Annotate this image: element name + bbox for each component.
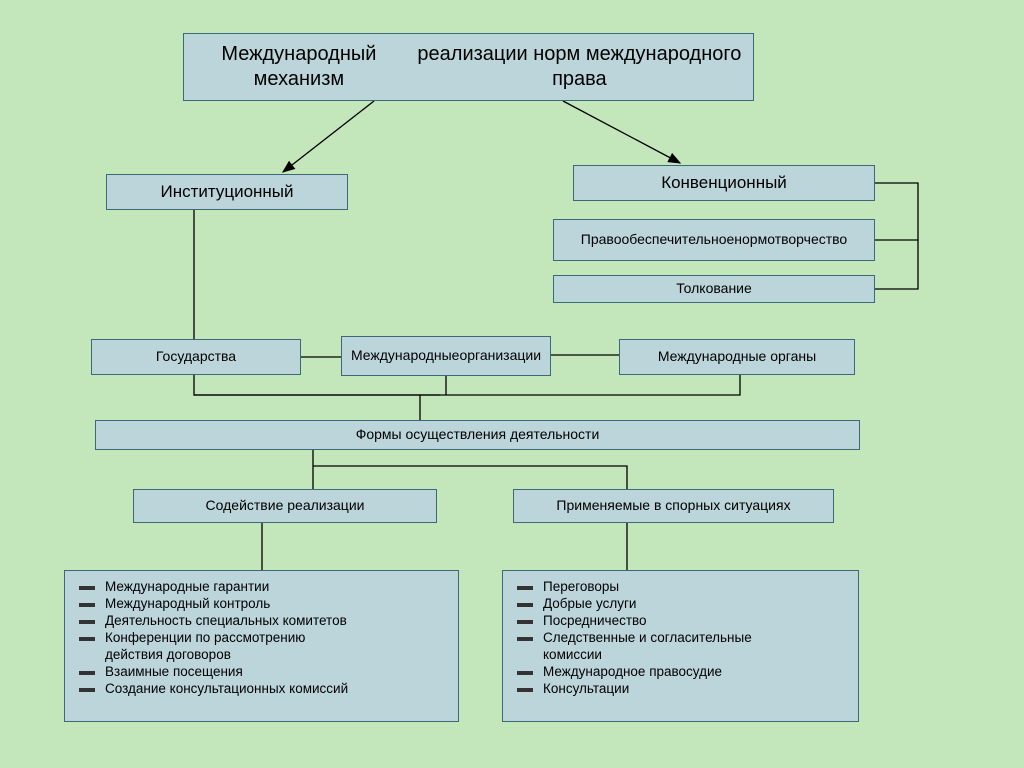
list-item: Переговоры	[543, 579, 850, 594]
list-right: Переговоры Добрые услуги Посредничество Сле…	[502, 570, 859, 722]
node-root: Международный механизмреализации норм ме…	[183, 33, 754, 101]
node-institutional: Институционный	[106, 174, 348, 210]
node-lawmaking: Правообеспечительноенормотворчество	[553, 219, 875, 261]
list-item: Взаимные посещения	[105, 664, 450, 679]
list-item: действия договоров	[105, 647, 450, 662]
node-intlbodies: Международные органы	[619, 339, 855, 375]
list-item: Создание консультационных комиссий	[105, 681, 450, 696]
node-forms: Формы осуществления деятельности	[95, 420, 860, 450]
list-item: Международные гарантии	[105, 579, 450, 594]
list-item: Деятельность специальных комитетов	[105, 613, 450, 628]
node-intlorgs: Международныеорганизации	[341, 336, 551, 376]
diagram-canvas: Международный механизмреализации норм ме…	[0, 0, 1024, 768]
node-disputes: Применяемые в спорных ситуациях	[513, 489, 834, 523]
list-left: Международные гарантии Международный конт…	[64, 570, 459, 722]
node-interpret: Толкование	[553, 275, 875, 303]
list-item: Следственные и согласительные	[543, 630, 850, 645]
node-conventional: Конвенционный	[573, 165, 875, 201]
node-states: Государства	[91, 339, 301, 375]
list-item: Международный контроль	[105, 596, 450, 611]
list-item: Международное правосудие	[543, 664, 850, 679]
list-item: Консультации	[543, 681, 850, 696]
list-item: комиссии	[543, 647, 850, 662]
list-item: Посредничество	[543, 613, 850, 628]
node-facil: Содействие реализации	[133, 489, 437, 523]
list-item: Конференции по рассмотрению	[105, 630, 450, 645]
list-item: Добрые услуги	[543, 596, 850, 611]
